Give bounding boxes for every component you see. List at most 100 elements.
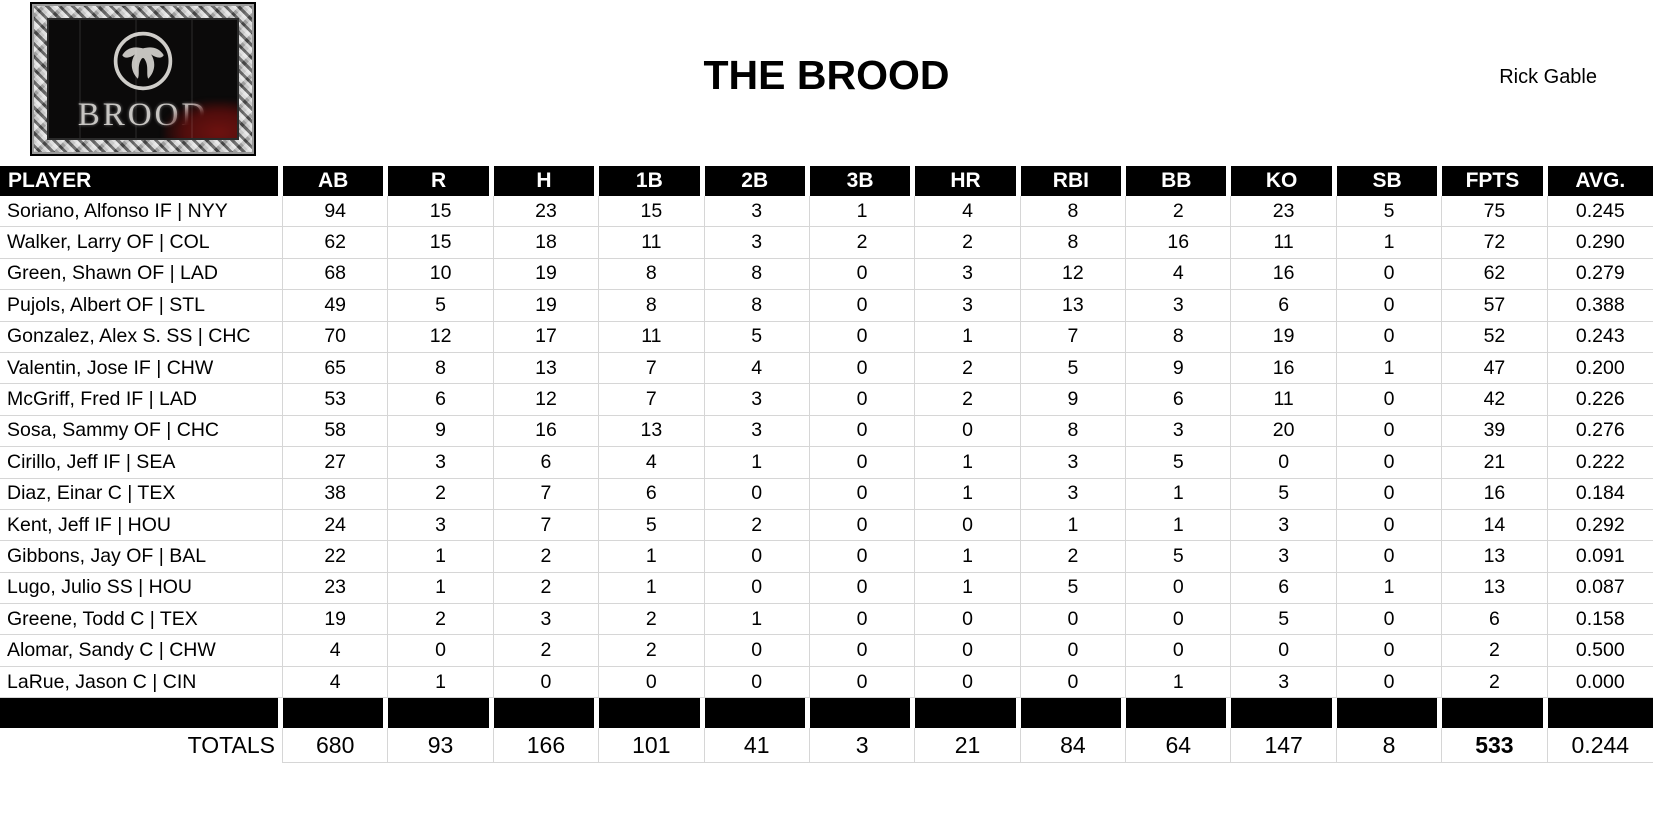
stat-cell-avg: 0.290	[1547, 227, 1653, 259]
column-header-3b: 3B	[809, 166, 916, 196]
player-cell: Walker, Larry OF | COL	[0, 227, 283, 259]
stat-cell-3b: 0	[809, 415, 916, 448]
stat-cell-2b: 5	[704, 321, 810, 353]
stat-cell-hr: 1	[915, 321, 1021, 353]
table-row: Alomar, Sandy C | CHW 4 0 2 2 0 0 0 0 0 0 0 2 0.500	[0, 635, 1653, 667]
stat-cell-r: 10	[388, 258, 494, 291]
table-row: Gonzalez, Alex S. SS | CHC 70 12 17 11 5 0 1 7 8 1…	[0, 321, 1653, 353]
stat-cell-hr: 1	[915, 572, 1021, 605]
table-row: Gibbons, Jay OF | BAL 22 1 2 1 0 0 1 2 5 3 0 13 0.091	[0, 541, 1653, 573]
stat-cell-1b: 11	[599, 227, 705, 259]
stat-cell-hr: 0	[915, 635, 1021, 667]
stat-cell-hr: 1	[915, 478, 1021, 510]
stat-cell-avg: 0.245	[1547, 196, 1653, 228]
stat-cell-3b: 0	[809, 447, 916, 479]
stat-cell-rbi: 1	[1020, 509, 1127, 542]
stat-cell-2b: 0	[704, 478, 810, 510]
stat-cell-1b: 1	[599, 572, 705, 605]
stat-cell-h: 18	[493, 227, 600, 259]
stat-cell-ko: 23	[1231, 196, 1337, 228]
separator-cell	[1336, 698, 1443, 729]
stat-cell-1b: 8	[599, 290, 705, 322]
stat-cell-sb: 0	[1336, 478, 1443, 510]
stat-cell-hr: 2	[915, 227, 1021, 259]
separator-cell	[704, 698, 810, 729]
column-header-bb: BB	[1126, 166, 1232, 196]
stat-cell-hr: 2	[915, 384, 1021, 416]
stat-cell-bb: 0	[1126, 604, 1232, 636]
stat-cell-1b: 7	[599, 352, 705, 385]
table-row: Lugo, Julio SS | HOU 23 1 2 1 0 0 1 5 0 6 1 13 0.087	[0, 572, 1653, 605]
player-cell: Valentin, Jose IF | CHW	[0, 352, 283, 385]
player-cell: Soriano, Alfonso IF | NYY	[0, 196, 283, 228]
stat-cell-ab: 70	[283, 321, 389, 353]
separator-cell	[1020, 698, 1127, 729]
column-header-ko: KO	[1231, 166, 1337, 196]
stat-cell-bb: 4	[1126, 258, 1232, 291]
stat-cell-h: 13	[493, 352, 600, 385]
total-cell-sb: 8	[1336, 728, 1443, 764]
stat-cell-rbi: 3	[1020, 478, 1127, 510]
stat-cell-1b: 2	[599, 604, 705, 636]
player-cell: Sosa, Sammy OF | CHC	[0, 415, 283, 448]
stat-cell-h: 0	[493, 666, 600, 699]
stat-cell-hr: 4	[915, 196, 1021, 228]
stat-cell-sb: 0	[1336, 635, 1443, 667]
separator-cell	[388, 698, 494, 729]
total-cell-ko: 147	[1231, 728, 1337, 764]
stat-cell-sb: 0	[1336, 321, 1443, 353]
stat-cell-h: 19	[493, 258, 600, 291]
stat-cell-ab: 58	[283, 415, 389, 448]
total-cell-bb: 64	[1126, 728, 1232, 764]
stat-cell-2b: 0	[704, 572, 810, 605]
stat-cell-3b: 0	[809, 541, 916, 573]
stat-cell-ab: 94	[283, 196, 389, 228]
total-cell-r: 93	[388, 728, 494, 764]
stat-cell-2b: 8	[704, 258, 810, 291]
total-cell-fpts: 533	[1442, 728, 1548, 764]
stat-cell-1b: 7	[599, 384, 705, 416]
stat-cell-bb: 3	[1126, 415, 1232, 448]
stat-cell-rbi: 9	[1020, 384, 1127, 416]
stat-cell-rbi: 8	[1020, 227, 1127, 259]
separator-cell	[1231, 698, 1337, 729]
column-header-1b: 1B	[599, 166, 705, 196]
stat-cell-sb: 0	[1336, 415, 1443, 448]
stat-cell-ko: 5	[1231, 604, 1337, 636]
column-header-2b: 2B	[704, 166, 810, 196]
stat-cell-r: 12	[388, 321, 494, 353]
stat-cell-avg: 0.091	[1547, 541, 1653, 573]
stat-cell-avg: 0.388	[1547, 290, 1653, 322]
stat-cell-2b: 2	[704, 509, 810, 542]
stat-cell-h: 19	[493, 290, 600, 322]
stat-cell-fpts: 2	[1442, 666, 1548, 699]
stat-cell-h: 7	[493, 509, 600, 542]
stat-cell-bb: 1	[1126, 478, 1232, 510]
stat-cell-fpts: 13	[1442, 541, 1548, 573]
stat-cell-r: 2	[388, 604, 494, 636]
stat-cell-bb: 6	[1126, 384, 1232, 416]
player-cell: Green, Shawn OF | LAD	[0, 258, 283, 291]
separator-cell	[1442, 698, 1548, 729]
stat-cell-3b: 1	[809, 196, 916, 228]
stat-cell-h: 3	[493, 604, 600, 636]
stat-cell-ko: 0	[1231, 635, 1337, 667]
player-cell: Diaz, Einar C | TEX	[0, 478, 283, 510]
stat-cell-hr: 1	[915, 541, 1021, 573]
column-header-rbi: RBI	[1020, 166, 1127, 196]
stat-cell-sb: 0	[1336, 541, 1443, 573]
stat-cell-bb: 0	[1126, 635, 1232, 667]
stat-cell-avg: 0.000	[1547, 666, 1653, 699]
stat-cell-rbi: 8	[1020, 415, 1127, 448]
stat-cell-avg: 0.243	[1547, 321, 1653, 353]
stat-cell-avg: 0.184	[1547, 478, 1653, 510]
stat-cell-1b: 4	[599, 447, 705, 479]
stat-cell-3b: 0	[809, 290, 916, 322]
stat-cell-r: 0	[388, 635, 494, 667]
stat-cell-sb: 0	[1336, 604, 1443, 636]
stat-cell-bb: 1	[1126, 666, 1232, 699]
stat-cell-avg: 0.200	[1547, 352, 1653, 385]
player-cell: Lugo, Julio SS | HOU	[0, 572, 283, 605]
stat-cell-r: 6	[388, 384, 494, 416]
stat-cell-rbi: 0	[1020, 666, 1127, 699]
